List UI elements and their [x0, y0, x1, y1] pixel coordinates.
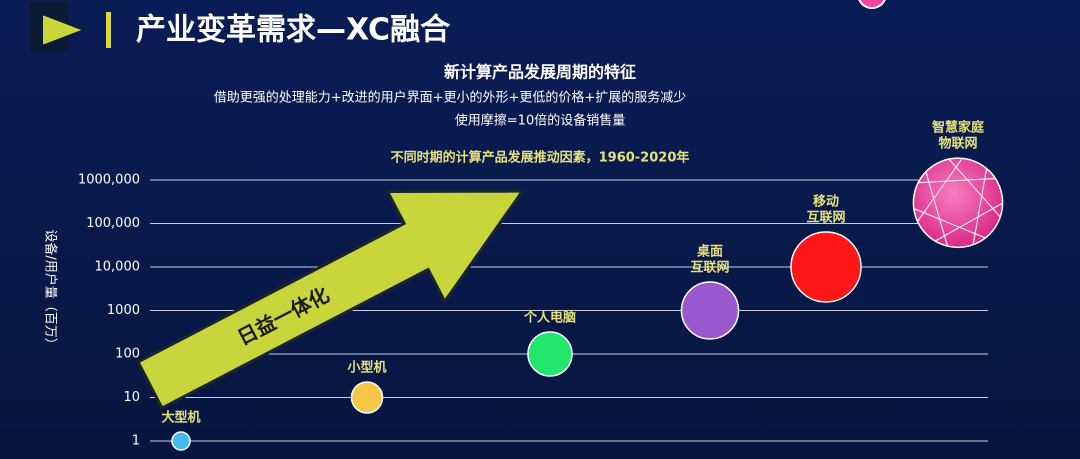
arrow-shape: [135, 189, 526, 411]
wire: [949, 158, 1001, 218]
category-label: 大型机: [161, 410, 200, 426]
category-label: 移动: [813, 194, 839, 210]
y-axis-label: 设备/用户量（百万）: [43, 229, 59, 350]
category-label: 个人电脑: [523, 310, 576, 326]
bubble: [912, 157, 1004, 249]
y-tick-label: 10,000: [95, 260, 141, 275]
bubble-shape: [350, 381, 384, 414]
wire: [917, 158, 963, 222]
bubble-shape: [171, 431, 191, 451]
wire: [972, 168, 988, 245]
bubble-shape: [912, 157, 1004, 249]
wire: [913, 207, 986, 239]
chart-subtitle: 借助更强的处理能力+改进的用户界面+更小的外形+更低的价格+扩展的服务减少: [214, 90, 687, 106]
plot: 1 10 100 1000 10,000 100,000 1000,000 大型机 小型机 个人电…: [78, 120, 1004, 451]
y-tick-label: 100: [115, 347, 140, 362]
bubble: [790, 231, 862, 303]
category-label: 桌面: [697, 244, 723, 260]
y-tick-label: 1: [132, 434, 140, 449]
category-label: 互联网: [806, 211, 845, 226]
category-label: 智慧家庭: [932, 120, 985, 136]
bubble-shape: [527, 331, 573, 377]
wire: [918, 178, 996, 183]
y-tick-label: 1000,000: [78, 173, 140, 188]
bubble-shape: [790, 231, 862, 303]
bubble-shape: [680, 281, 740, 340]
wire: [934, 203, 1003, 242]
bubble: [171, 431, 191, 451]
bubble: [680, 281, 740, 340]
logo-triangle: [41, 12, 87, 48]
chart-subtitle: 使用摩擦=10倍的设备销售量: [455, 113, 625, 129]
annotation: 不同时期的计算产品发展推动因素，1960-2020年: [391, 150, 690, 166]
title-bar: [106, 12, 111, 48]
wire: [925, 171, 948, 247]
category-label: 物联网: [938, 136, 977, 152]
bubble: [350, 381, 384, 414]
bubble: [527, 331, 573, 377]
category-label: 小型机: [347, 360, 386, 376]
category-label: 互联网: [690, 261, 729, 276]
y-tick-label: 100,000: [86, 216, 140, 231]
decor-circle: [858, 0, 886, 9]
chart-title: 新计算产品发展周期的特征: [444, 63, 636, 82]
y-tick-label: 10: [123, 390, 140, 405]
y-tick-label: 1000: [107, 303, 140, 318]
slide-title: 产业变革需求—XC融合: [136, 13, 450, 48]
